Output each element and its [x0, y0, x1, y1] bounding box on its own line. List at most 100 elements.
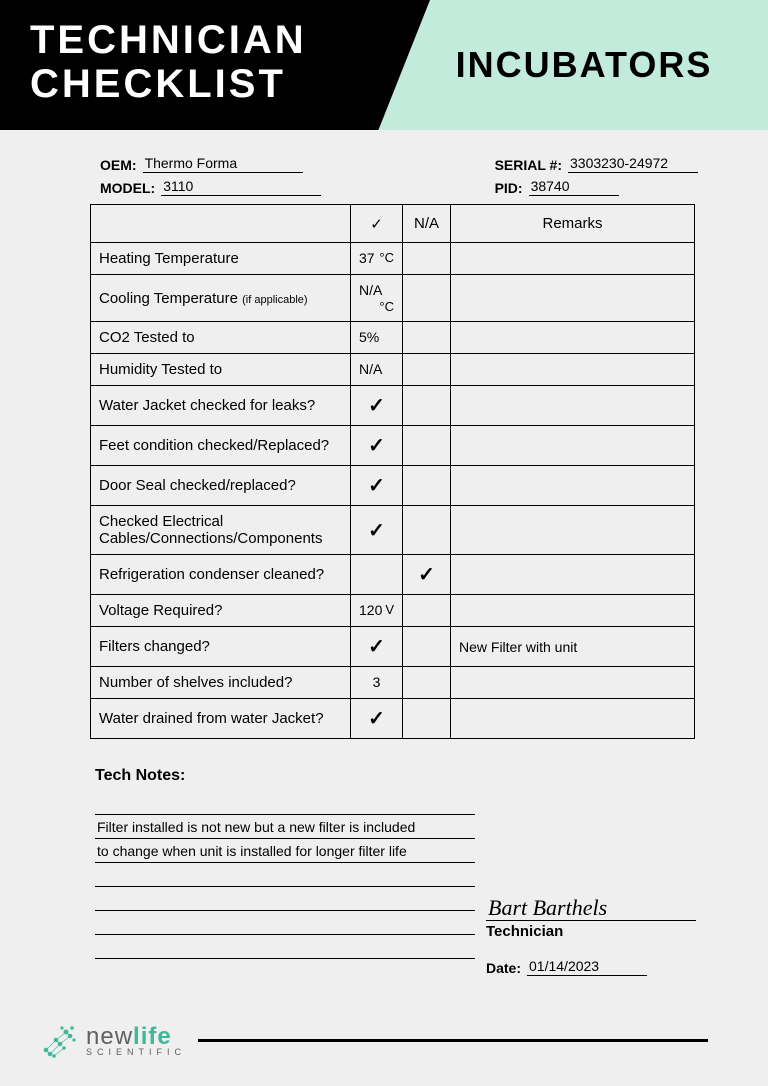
check-cell: 37°C [351, 243, 403, 275]
note-line [95, 791, 475, 815]
notes-title: Tech Notes: [95, 767, 698, 785]
oem-row: OEM: Thermo Forma [100, 155, 321, 173]
remarks-cell [451, 466, 695, 506]
item-cell: Voltage Required? [91, 595, 351, 627]
item-cell: Filters changed? [91, 627, 351, 667]
na-cell [403, 466, 451, 506]
date-row: Date: 01/14/2023 [486, 958, 696, 976]
date-value: 01/14/2023 [527, 958, 647, 976]
na-cell [403, 426, 451, 466]
check-cell: 3 [351, 667, 403, 699]
table-row: Cooling Temperature (if applicable)N/A°C [91, 275, 695, 322]
category-title: INCUBATORS [456, 44, 713, 86]
check-cell: ✓ [351, 627, 403, 667]
na-cell [403, 354, 451, 386]
item-cell: Water Jacket checked for leaks? [91, 386, 351, 426]
hdr-item [91, 205, 351, 243]
remarks-cell [451, 555, 695, 595]
note-line [95, 887, 475, 911]
table-row: CO2 Tested to5% [91, 322, 695, 354]
check-cell: 120V [351, 595, 403, 627]
table-row: Water drained from water Jacket?✓ [91, 699, 695, 739]
note-line [95, 935, 475, 959]
remarks-cell [451, 667, 695, 699]
checklist-table: ✓ N/A Remarks Heating Temperature37°CCoo… [90, 204, 695, 739]
item-cell: Refrigeration condenser cleaned? [91, 555, 351, 595]
item-cell: Checked Electrical Cables/Connections/Co… [91, 506, 351, 555]
logo-brand-pre: new [86, 1023, 133, 1050]
serial-row: SERIAL #: 3303230-24972 [495, 155, 698, 173]
check-cell: N/A°C [351, 275, 403, 322]
note-line [95, 911, 475, 935]
remarks-cell [451, 275, 695, 322]
signature-role: Technician [486, 923, 696, 940]
table-row: Refrigeration condenser cleaned? ✓ [91, 555, 695, 595]
model-value: 3110 [161, 178, 321, 196]
item-cell: Number of shelves included? [91, 667, 351, 699]
hdr-remarks: Remarks [451, 205, 695, 243]
header: INCUBATORS TECHNICIAN CHECKLIST [0, 0, 768, 130]
pid-label: PID: [495, 180, 523, 196]
meta-left-column: OEM: Thermo Forma MODEL: 3110 [100, 155, 321, 196]
na-cell [403, 275, 451, 322]
na-cell [403, 627, 451, 667]
serial-value: 3303230-24972 [568, 155, 698, 173]
item-cell: Cooling Temperature (if applicable) [91, 275, 351, 322]
item-cell: Water drained from water Jacket? [91, 699, 351, 739]
check-cell: 5% [351, 322, 403, 354]
header-title-banner: TECHNICIAN CHECKLIST [0, 0, 430, 130]
logo-text: newlife SCIENTIFIC [86, 1023, 186, 1057]
item-cell: Door Seal checked/replaced? [91, 466, 351, 506]
meta-right-column: SERIAL #: 3303230-24972 PID: 38740 [495, 155, 698, 196]
remarks-cell [451, 506, 695, 555]
hdr-check: ✓ [351, 205, 403, 243]
item-cell: Humidity Tested to [91, 354, 351, 386]
remarks-cell [451, 322, 695, 354]
note-line: to change when unit is installed for lon… [95, 839, 475, 863]
check-cell [351, 555, 403, 595]
check-cell: ✓ [351, 386, 403, 426]
table-row: Checked Electrical Cables/Connections/Co… [91, 506, 695, 555]
table-row: Number of shelves included?3 [91, 667, 695, 699]
hdr-na: N/A [403, 205, 451, 243]
model-row: MODEL: 3110 [100, 178, 321, 196]
remarks-cell [451, 386, 695, 426]
pid-row: PID: 38740 [495, 178, 698, 196]
logo-brand-sub: SCIENTIFIC [86, 1047, 186, 1057]
remarks-cell: New Filter with unit [451, 627, 695, 667]
na-cell [403, 243, 451, 275]
logo: newlife SCIENTIFIC [40, 1020, 186, 1060]
item-cell: Feet condition checked/Replaced? [91, 426, 351, 466]
footer-divider [198, 1039, 708, 1042]
na-cell [403, 386, 451, 426]
table-row: Filters changed?✓ New Filter with unit [91, 627, 695, 667]
remarks-cell [451, 595, 695, 627]
table-header-row: ✓ N/A Remarks [91, 205, 695, 243]
logo-brand-bold: life [133, 1023, 172, 1050]
na-cell: ✓ [403, 555, 451, 595]
date-label: Date: [486, 960, 521, 976]
table-row: Water Jacket checked for leaks?✓ [91, 386, 695, 426]
oem-value: Thermo Forma [143, 155, 303, 173]
check-cell: ✓ [351, 426, 403, 466]
footer: newlife SCIENTIFIC [0, 1016, 768, 1064]
check-cell: ✓ [351, 506, 403, 555]
table-row: Humidity Tested toN/A [91, 354, 695, 386]
logo-icon [40, 1020, 80, 1060]
content-area: OEM: Thermo Forma MODEL: 3110 SERIAL #: … [0, 130, 768, 974]
check-cell: N/A [351, 354, 403, 386]
na-cell [403, 595, 451, 627]
check-cell: ✓ [351, 466, 403, 506]
header-category-banner: INCUBATORS [370, 0, 768, 130]
note-line [95, 863, 475, 887]
pid-value: 38740 [529, 178, 619, 196]
note-line: Filter installed is not new but a new fi… [95, 815, 475, 839]
signature-block: Bart Barthels Technician Date: 01/14/202… [486, 895, 696, 976]
remarks-cell [451, 426, 695, 466]
item-cell: CO2 Tested to [91, 322, 351, 354]
table-row: Door Seal checked/replaced?✓ [91, 466, 695, 506]
remarks-cell [451, 354, 695, 386]
item-cell: Heating Temperature [91, 243, 351, 275]
oem-label: OEM: [100, 157, 137, 173]
check-cell: ✓ [351, 699, 403, 739]
